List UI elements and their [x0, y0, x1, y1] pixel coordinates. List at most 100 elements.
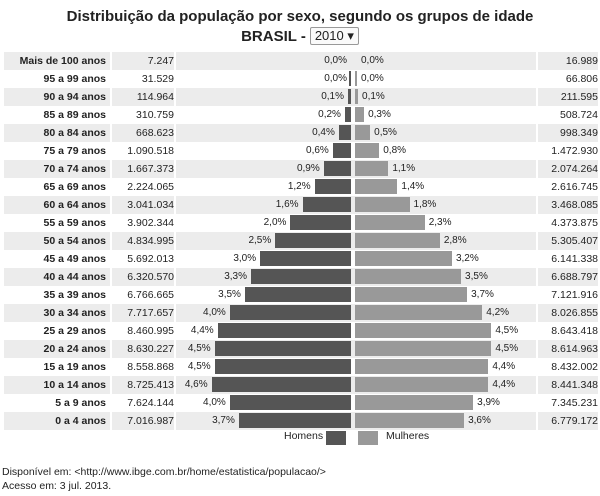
women-bar — [355, 251, 452, 266]
age-group-label: 65 a 69 anos — [43, 181, 106, 193]
women-count: 7.121.916 — [536, 286, 598, 304]
men-bar — [214, 359, 351, 374]
table-row: 85 a 89 anos 310.759 0,2% 0,3% 508.724 — [4, 106, 598, 124]
men-bar — [314, 179, 351, 194]
men-count: 2.224.065 — [110, 178, 176, 196]
men-bar — [260, 251, 351, 266]
men-percent: 3,0% — [233, 253, 257, 264]
men-percent: 4,5% — [187, 361, 211, 372]
table-row: 30 a 34 anos 7.717.657 4,0% 4,2% 8.026.855 — [4, 304, 598, 322]
legend-mulheres: Mulheres — [386, 430, 430, 442]
women-percent: 4,5% — [495, 325, 519, 336]
men-percent: 3,7% — [212, 415, 235, 426]
age-group-label: 90 a 94 anos — [43, 91, 106, 103]
men-count: 668.623 — [110, 124, 176, 142]
women-bar — [355, 377, 489, 392]
men-bar — [229, 395, 351, 410]
men-percent: 4,6% — [184, 379, 208, 390]
men-count: 1.090.518 — [110, 142, 176, 160]
men-percent: 4,0% — [203, 397, 226, 408]
women-percent: 0,8% — [383, 145, 407, 156]
table-row: 40 a 44 anos 6.320.570 3,3% 3,5% 6.688.797 — [4, 268, 598, 286]
women-count: 8.432.002 — [536, 358, 598, 376]
men-count: 7.717.657 — [110, 304, 176, 322]
women-bar — [355, 233, 440, 248]
table-row: 35 a 39 anos 6.766.665 3,5% 3,7% 7.121.916 — [4, 286, 598, 304]
men-bar — [302, 197, 351, 212]
women-bar — [355, 341, 492, 356]
women-percent: 1,8% — [413, 199, 437, 210]
age-group-label: 55 a 59 anos — [43, 217, 106, 229]
men-count: 6.320.570 — [110, 268, 176, 286]
men-percent: 3,5% — [218, 289, 241, 300]
men-count: 8.460.995 — [110, 322, 176, 340]
age-group-label: 85 a 89 anos — [43, 109, 106, 121]
men-count: 310.759 — [110, 106, 176, 124]
women-bar — [355, 71, 357, 86]
table-row: 70 a 74 anos 1.667.373 0,9% 1,1% 2.074.264 — [4, 160, 598, 178]
women-bar — [355, 413, 465, 428]
women-bar — [355, 395, 474, 410]
age-group-label: 35 a 39 anos — [43, 289, 106, 301]
men-count: 8.558.868 — [110, 358, 176, 376]
table-row: 10 a 14 anos 8.725.413 4,6% 4,4% 8.441.348 — [4, 376, 598, 394]
women-percent: 4,2% — [486, 307, 510, 318]
women-count: 8.026.855 — [536, 304, 598, 322]
age-group-label: 80 a 84 anos — [43, 127, 106, 139]
table-row: 15 a 19 anos 8.558.868 4,5% 4,4% 8.432.002 — [4, 358, 598, 376]
women-bar — [355, 287, 468, 302]
women-percent: 4,4% — [492, 361, 516, 372]
women-count: 6.688.797 — [536, 268, 598, 286]
men-count: 8.725.413 — [110, 376, 176, 394]
age-group-label: 15 a 19 anos — [43, 361, 106, 373]
men-count: 1.667.373 — [110, 160, 176, 178]
men-bar — [275, 233, 351, 248]
men-bar — [338, 125, 351, 140]
table-row: 80 a 84 anos 668.623 0,4% 0,5% 998.349 — [4, 124, 598, 142]
table-row: 45 a 49 anos 5.692.013 3,0% 3,2% 6.141.338 — [4, 250, 598, 268]
table-row: 95 a 99 anos 31.529 0,0% 0,0% 66.806 — [4, 70, 598, 88]
women-count: 2.074.264 — [536, 160, 598, 178]
age-group-label: 20 a 24 anos — [43, 343, 106, 355]
table-row: 90 a 94 anos 114.964 0,1% 0,1% 211.595 — [4, 88, 598, 106]
men-bar — [238, 413, 351, 428]
men-bar — [347, 89, 351, 104]
women-percent: 0,0% — [361, 73, 384, 84]
table-row: 60 a 64 anos 3.041.034 1,6% 1,8% 3.468.085 — [4, 196, 598, 214]
men-percent: 1,2% — [287, 181, 311, 192]
men-bar — [344, 107, 351, 122]
women-bar — [355, 125, 371, 140]
men-bar — [290, 215, 351, 230]
men-bar — [323, 161, 351, 176]
men-percent: 2,5% — [248, 235, 272, 246]
women-bar — [355, 143, 380, 158]
men-count: 8.630.227 — [110, 340, 176, 358]
women-bar — [355, 359, 489, 374]
women-percent: 0,1% — [362, 91, 385, 102]
women-percent: 0,0% — [361, 55, 384, 66]
table-row: 50 a 54 anos 4.834.995 2,5% 2,8% 5.305.407 — [4, 232, 598, 250]
women-count: 6.141.338 — [536, 250, 598, 268]
age-group-label: 40 a 44 anos — [43, 271, 106, 283]
men-bar — [214, 341, 351, 356]
men-percent: 0,0% — [324, 55, 347, 66]
legend-homens-swatch — [326, 431, 346, 445]
table-row: 65 a 69 anos 2.224.065 1,2% 1,4% 2.616.745 — [4, 178, 598, 196]
women-count: 211.595 — [536, 88, 598, 106]
women-bar — [355, 269, 462, 284]
table-row: 5 a 9 anos 7.624.144 4,0% 3,9% 7.345.231 — [4, 394, 598, 412]
men-percent: 2,0% — [263, 217, 287, 228]
men-percent: 0,1% — [321, 91, 344, 102]
men-percent: 4,5% — [187, 343, 211, 354]
women-percent: 4,4% — [492, 379, 516, 390]
men-bar — [211, 377, 351, 392]
men-bar — [349, 71, 351, 86]
women-count: 5.305.407 — [536, 232, 598, 250]
men-percent: 3,3% — [224, 271, 248, 282]
women-count: 16.989 — [536, 52, 598, 70]
women-percent: 3,9% — [477, 397, 500, 408]
women-percent: 0,3% — [368, 109, 391, 120]
year-select[interactable]: 2010 ▾ — [309, 27, 359, 45]
table-row: 0 a 4 anos 7.016.987 3,7% 3,6% 6.779.172 — [4, 412, 598, 430]
men-bar — [244, 287, 351, 302]
